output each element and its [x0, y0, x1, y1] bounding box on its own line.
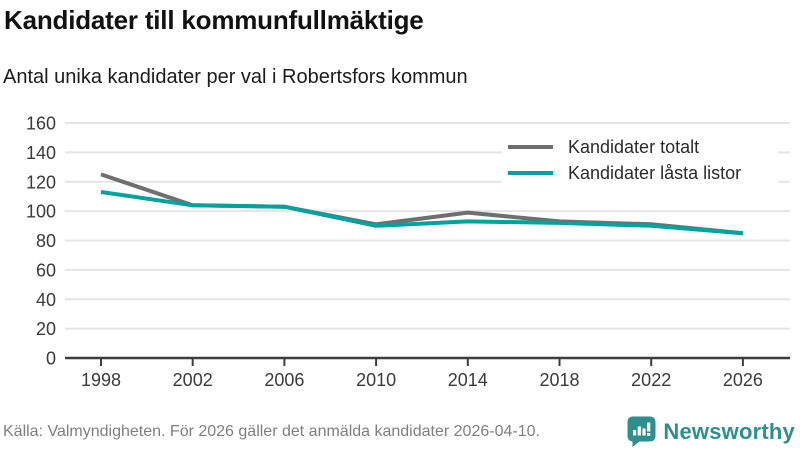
- x-tick-label: 2010: [356, 370, 396, 390]
- legend-swatch-total: [508, 145, 553, 149]
- source-note: Källa: Valmyndigheten. För 2026 gäller d…: [3, 422, 540, 440]
- page-title: Kandidater till kommunfullmäktige: [4, 5, 424, 35]
- y-tick-label: 160: [26, 114, 56, 134]
- legend-item-total: Kandidater totalt: [508, 134, 778, 160]
- chart-subtitle: Antal unika kandidater per val i Roberts…: [3, 66, 468, 88]
- y-tick-label: 40: [36, 290, 56, 310]
- legend-label-locked-lists: Kandidater låsta listor: [568, 162, 742, 183]
- x-tick-label: 1998: [81, 370, 121, 390]
- x-tick-label: 2014: [448, 370, 488, 390]
- y-tick-label: 120: [26, 172, 56, 192]
- series-line-1: [100, 190, 744, 236]
- y-tick-label: 100: [26, 202, 56, 222]
- legend-label-total: Kandidater totalt: [568, 136, 700, 157]
- legend-item-locked-lists: Kandidater låsta listor: [508, 160, 778, 186]
- chart-legend: Kandidater totalt Kandidater låsta listo…: [502, 131, 778, 190]
- brand-name: Newsworthy: [663, 418, 795, 444]
- y-tick-label: 60: [36, 260, 56, 280]
- newsworthy-logo: Newsworthy: [627, 416, 795, 447]
- chart-footer: Källa: Valmyndigheten. För 2026 gäller d…: [0, 413, 800, 450]
- x-tick-label: 2022: [631, 370, 671, 390]
- y-tick-label: 80: [36, 231, 56, 251]
- x-tick-label: 2026: [723, 370, 763, 390]
- y-tick-label: 20: [36, 319, 56, 339]
- y-tick-label: 0: [46, 349, 56, 369]
- y-tick-label: 140: [26, 143, 56, 163]
- legend-swatch-locked-lists: [508, 171, 553, 175]
- x-tick-label: 2018: [539, 370, 579, 390]
- bar-chart-speech-bubble-icon: [627, 416, 656, 447]
- x-tick-label: 2006: [264, 370, 304, 390]
- x-tick-label: 2002: [173, 370, 213, 390]
